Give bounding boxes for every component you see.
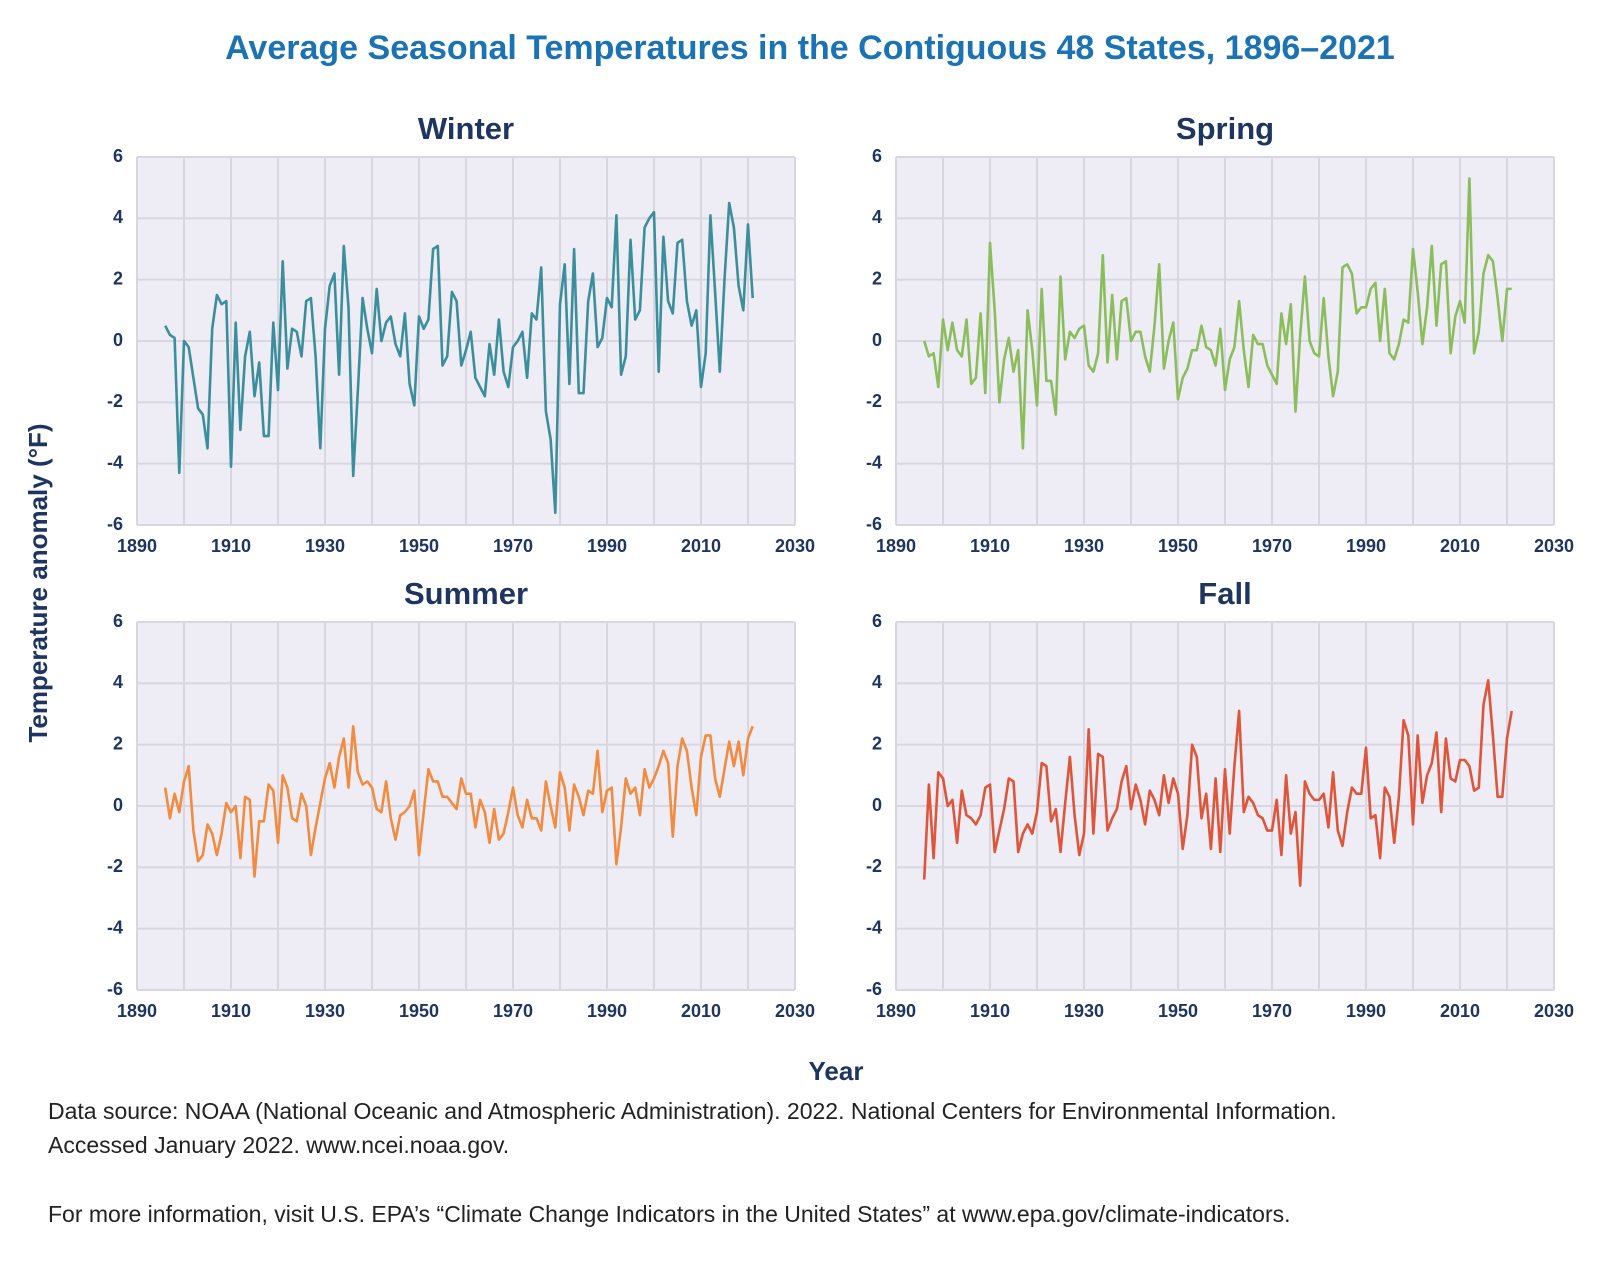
x-tick-label: 2030 xyxy=(1534,1001,1574,1021)
x-tick-label: 1910 xyxy=(211,536,251,556)
y-tick-label: 4 xyxy=(872,207,882,227)
data-line xyxy=(922,678,1513,888)
y-tick-label: 6 xyxy=(113,146,123,166)
x-tick-label: 1950 xyxy=(399,536,439,556)
data-line xyxy=(922,177,1512,450)
y-tick-label: -4 xyxy=(866,917,882,937)
x-tick-label: 1990 xyxy=(1346,536,1386,556)
x-tick-label: 1990 xyxy=(1346,1001,1386,1021)
x-tick-label: 1910 xyxy=(211,1001,251,1021)
x-tick-label: 2030 xyxy=(1534,536,1574,556)
y-tick-label: -2 xyxy=(107,391,123,411)
data-line xyxy=(164,201,754,515)
y-tick-label: -6 xyxy=(866,514,882,534)
x-tick-label: 2010 xyxy=(1440,536,1480,556)
y-tick-label: 6 xyxy=(872,146,882,166)
x-tick-label: 2030 xyxy=(775,1001,815,1021)
x-tick-label: 2010 xyxy=(681,1001,721,1021)
y-tick-label: -6 xyxy=(107,979,123,999)
x-tick-label: 1970 xyxy=(1252,536,1292,556)
y-tick-label: 0 xyxy=(113,795,123,815)
x-tick-label: 1990 xyxy=(587,536,627,556)
x-tick-label: 1990 xyxy=(587,1001,627,1021)
y-tick-label: 2 xyxy=(113,268,123,288)
panel-title: Spring xyxy=(1176,111,1274,146)
x-tick-label: 1930 xyxy=(1064,1001,1104,1021)
y-tick-label: -2 xyxy=(107,856,123,876)
y-tick-label: 2 xyxy=(872,268,882,288)
x-tick-label: 2010 xyxy=(681,536,721,556)
y-tick-label: 6 xyxy=(872,611,882,631)
x-tick-label: 2030 xyxy=(775,536,815,556)
y-tick-label: -4 xyxy=(866,452,882,472)
x-tick-label: 2010 xyxy=(1440,1001,1480,1021)
y-tick-label: -4 xyxy=(107,917,123,937)
y-tick-label: 4 xyxy=(113,207,123,227)
y-tick-label: 4 xyxy=(872,672,882,692)
x-tick-label: 1950 xyxy=(399,1001,439,1021)
y-tick-label: 2 xyxy=(113,733,123,753)
x-tick-label: 1890 xyxy=(117,536,157,556)
y-tick-label: -4 xyxy=(107,452,123,472)
info-note: For more information, visit U.S. EPA’s “… xyxy=(48,1201,1291,1227)
y-tick-label: 0 xyxy=(872,330,882,350)
y-axis-label: Temperature anomaly (°F) xyxy=(23,423,53,742)
x-tick-label: 1890 xyxy=(876,1001,916,1021)
panel-title: Winter xyxy=(418,111,514,146)
source-note: Data source: NOAA (National Oceanic and … xyxy=(48,1098,1337,1124)
chart-title: Average Seasonal Temperatures in the Con… xyxy=(225,29,1395,67)
data-line xyxy=(163,724,754,878)
y-tick-label: -2 xyxy=(866,391,882,411)
panel-title: Summer xyxy=(404,576,528,611)
panel-title: Fall xyxy=(1198,576,1251,611)
y-tick-label: 6 xyxy=(113,611,123,631)
x-tick-label: 1950 xyxy=(1158,536,1198,556)
source-note: Accessed January 2022. www.ncei.noaa.gov… xyxy=(48,1132,509,1158)
y-tick-label: 4 xyxy=(113,672,123,692)
y-tick-label: 2 xyxy=(872,733,882,753)
x-tick-label: 1910 xyxy=(970,1001,1010,1021)
x-tick-label: 1930 xyxy=(305,536,345,556)
x-tick-label: 1890 xyxy=(117,1001,157,1021)
x-tick-label: 1970 xyxy=(1252,1001,1292,1021)
x-tick-label: 1970 xyxy=(493,536,533,556)
y-tick-label: -6 xyxy=(866,979,882,999)
x-tick-label: 1930 xyxy=(1064,536,1104,556)
y-tick-label: 0 xyxy=(872,795,882,815)
x-tick-label: 1970 xyxy=(493,1001,533,1021)
y-tick-label: -2 xyxy=(866,856,882,876)
y-tick-label: 0 xyxy=(113,330,123,350)
x-tick-label: 1930 xyxy=(305,1001,345,1021)
x-tick-label: 1910 xyxy=(970,536,1010,556)
x-tick-label: 1890 xyxy=(876,536,916,556)
y-tick-label: -6 xyxy=(107,514,123,534)
x-tick-label: 1950 xyxy=(1158,1001,1198,1021)
x-axis-label: Year xyxy=(809,1056,864,1086)
